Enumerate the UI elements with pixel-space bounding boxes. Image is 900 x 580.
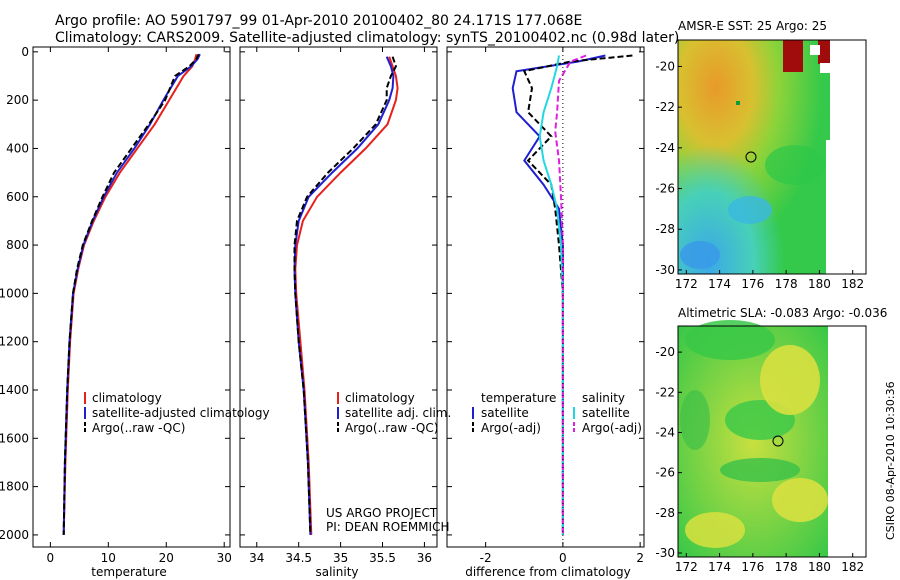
map-y-tick-label: -30: [655, 263, 675, 277]
map-y-tick-label: -28: [655, 222, 675, 236]
map-y-tick-label: -20: [655, 345, 675, 359]
map-y-tick-label: -20: [655, 59, 675, 73]
sst-map-ticks: 172 174 176 178 180 182 -20 -22 -24 -26 -28 -30: [655, 59, 864, 291]
side-timestamp: CSIRO 08-Apr-2010 10:30:36: [884, 381, 897, 540]
map-x-tick-label: 182: [841, 560, 864, 574]
series-satellite-adjusted-climatology: [62, 53, 201, 535]
sst-hot-block: [783, 40, 803, 72]
salinity-xlabel: salinity: [315, 565, 358, 579]
series-argo-raw-qc-: [62, 53, 200, 535]
legend-salt-satellite: satellite: [582, 406, 630, 420]
legend-satellite-adjusted: satellite-adjusted climatology: [92, 406, 270, 420]
temperature-xlabel: temperature: [91, 565, 166, 579]
temperature-legend: climatology satellite-adjusted climatolo…: [84, 391, 270, 435]
series-climatology: [62, 53, 198, 535]
x-tick-label: 0: [47, 551, 55, 565]
x-tick-label: 34.5: [285, 551, 312, 565]
temperature-panel-frame: [32, 46, 231, 548]
x-tick-label: 30: [217, 551, 232, 565]
legend-sal-header: salinity: [582, 391, 625, 405]
series-temperature-argo-adj-: [522, 54, 633, 535]
credit-line-1: US ARGO PROJECT: [326, 506, 438, 520]
x-tick-label: 10: [101, 551, 116, 565]
y-tick-label: 2000: [0, 528, 29, 542]
legend-sal-argo: Argo(..raw -QC): [345, 421, 438, 435]
y-tick-label: 0: [21, 45, 29, 59]
map-x-tick-label: 178: [775, 560, 798, 574]
y-tick-label: 800: [6, 238, 29, 252]
map-x-tick-label: 176: [741, 277, 764, 291]
x-tick-label: 35: [333, 551, 348, 565]
legend-temp-satellite: satellite: [481, 406, 529, 420]
profile-lines: [62, 53, 633, 535]
map-y-tick-label: -28: [655, 506, 675, 520]
title-line-2: Climatology: CARS2009. Satellite-adjuste…: [55, 30, 679, 46]
sst-argo-marker: [745, 151, 757, 163]
legend-climatology: climatology: [92, 391, 162, 405]
x-tick-label: 20: [159, 551, 174, 565]
map-x-tick-label: 180: [808, 277, 831, 291]
map-x-tick-label: 178: [775, 277, 798, 291]
map-x-tick-label: 172: [675, 277, 698, 291]
map-y-tick-label: -24: [655, 141, 675, 155]
map-y-tick-label: -22: [655, 385, 675, 399]
y-tick-label: 600: [6, 190, 29, 204]
sla-argo-marker: [772, 435, 784, 447]
map-x-tick-label: 172: [675, 560, 698, 574]
y-tick-label: 1200: [0, 335, 29, 349]
legend-temp-header: temperature: [481, 391, 556, 405]
x-tick-label: -2: [480, 551, 492, 565]
y-tick-label: 1000: [0, 286, 29, 300]
x-tick-label: 34: [249, 551, 264, 565]
salinity-legend: climatology satellite adj. clim. Argo(..…: [337, 391, 451, 435]
map-y-tick-label: -22: [655, 100, 675, 114]
series-argo-raw-qc-: [293, 56, 397, 535]
x-tick-label: 35.5: [369, 551, 396, 565]
x-tick-label: 36: [417, 551, 432, 565]
series-climatology: [294, 56, 399, 535]
y-tick-label: 1800: [0, 480, 29, 494]
credit-line-2: PI: DEAN ROEMMICH: [326, 520, 449, 534]
map-x-tick-label: 174: [708, 277, 731, 291]
sst-map: [677, 39, 867, 275]
legend-sal-climatology: climatology: [345, 391, 415, 405]
y-tick-label: 1400: [0, 383, 29, 397]
map-y-tick-label: -26: [655, 182, 675, 196]
axis-ticks: 0 10 20 30020040060080010001200140016001800…: [0, 45, 644, 565]
title-line-1: Argo profile: AO 5901797_99 01-Apr-2010 …: [55, 13, 582, 29]
legend-sal-satellite: satellite adj. clim.: [345, 406, 451, 420]
map-x-tick-label: 176: [741, 560, 764, 574]
map-x-tick-label: 174: [708, 560, 731, 574]
difference-legend: temperature salinity satellite Argo(-adj…: [472, 391, 642, 435]
salinity-panel-frame: [239, 46, 438, 548]
legend-temp-argo: Argo(-adj): [481, 421, 541, 435]
difference-panel-frame: [446, 46, 645, 548]
x-tick-label: 2: [636, 551, 644, 565]
difference-xlabel: difference from climatology: [465, 565, 631, 579]
map-y-tick-label: -24: [655, 425, 675, 439]
sla-map-ticks: 172 174 176 178 180 182 -20 -22 -24 -26 -28 -30: [655, 345, 864, 574]
x-tick-label: 0: [559, 551, 567, 565]
legend-salt-argo: Argo(-adj): [582, 421, 642, 435]
map-y-tick-label: -26: [655, 466, 675, 480]
y-tick-label: 1600: [0, 431, 29, 445]
series-temperature-satellite: [511, 54, 606, 535]
sst-map-title: AMSR-E SST: 25 Argo: 25: [678, 19, 827, 33]
sla-map: [677, 320, 867, 558]
sla-map-frame: [677, 325, 867, 558]
series-salinity-argo-adj-: [554, 54, 587, 535]
y-tick-label: 400: [6, 141, 29, 155]
sla-map-title: Altimetric SLA: -0.083 Argo: -0.036: [678, 306, 887, 320]
sst-map-frame: [677, 39, 867, 275]
map-y-tick-label: -30: [655, 546, 675, 560]
map-x-tick-label: 182: [841, 277, 864, 291]
legend-argo: Argo(..raw -QC): [92, 421, 185, 435]
y-tick-label: 200: [6, 93, 29, 107]
map-x-tick-label: 180: [808, 560, 831, 574]
